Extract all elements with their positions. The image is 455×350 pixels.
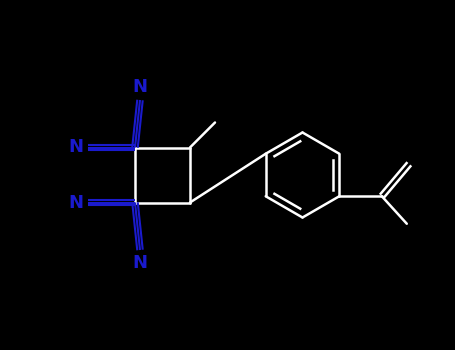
Text: N: N	[132, 77, 147, 96]
Text: N: N	[68, 194, 83, 211]
Text: N: N	[132, 254, 147, 273]
Text: N: N	[68, 139, 83, 156]
